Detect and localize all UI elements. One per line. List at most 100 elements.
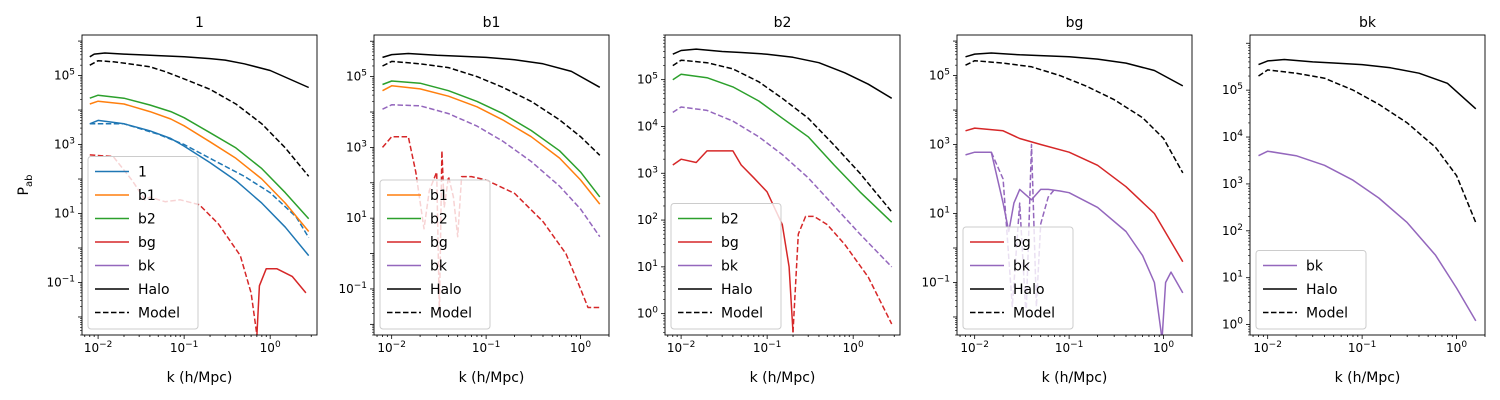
series-line-1 (89, 119, 310, 257)
series-line-bg (672, 150, 794, 333)
series-line-halo (1258, 58, 1477, 110)
y-tick-label: 102 (1222, 223, 1243, 238)
y-tick-label: 101 (346, 210, 367, 225)
panel-title: b1 (483, 15, 501, 31)
series-line-bg-model- (792, 215, 893, 333)
x-tick-label: 10−2 (1253, 340, 1282, 355)
legend-label: Halo (138, 282, 170, 298)
legend-label: bk (430, 259, 448, 275)
y-tick-label: 103 (346, 139, 367, 154)
x-tick-label: 100 (260, 340, 281, 355)
y-tick-label: 100 (1222, 317, 1243, 332)
x-tick-label: 10−2 (960, 340, 989, 355)
series-line-bk (382, 104, 601, 238)
legend: b2 bg bk Halo Model (670, 203, 782, 330)
y-tick-label: 103 (929, 137, 950, 152)
series-line-bk (672, 106, 893, 268)
legend-label: Model (1013, 306, 1055, 322)
panel-title: b2 (774, 15, 792, 31)
x-tick-label: 10−1 (753, 340, 782, 355)
y-tick-label: 105 (1222, 82, 1243, 97)
legend: bk Halo Model (1255, 250, 1367, 330)
y-tick-label: 10−1 (921, 274, 950, 289)
series-group (1258, 58, 1477, 322)
y-tick-label: 105 (54, 68, 75, 83)
y-tick-label: 102 (637, 212, 658, 227)
series-line-bk (965, 151, 1163, 335)
y-tick-label: 105 (637, 72, 658, 87)
series-line-halo (382, 52, 601, 88)
legend-label: bg (138, 235, 156, 251)
panel-3: 10−2 10−1 100 100 101 102 103 104 105 b2 k (h/Mpc)… (637, 15, 901, 386)
legend-label: Halo (430, 282, 462, 298)
series-line-halo (89, 52, 310, 89)
x-tick-label: 10−1 (1348, 340, 1377, 355)
x-tick-label: 10−2 (84, 340, 113, 355)
plot-frame (1249, 34, 1486, 336)
x-tick-label: 100 (1446, 340, 1467, 355)
legend-label: bg (1013, 235, 1031, 251)
x-tick-label: 10−1 (472, 340, 501, 355)
legend-label: b2 (138, 212, 156, 228)
panel-5: 10−2 10−1 100 100 101 102 103 104 105 bk k (h/Mpc)… (1222, 15, 1486, 386)
series-line-bg-tail- (256, 268, 307, 335)
legend-label: bg (430, 235, 448, 251)
panel-title: 1 (195, 15, 204, 31)
y-axis-label: Pab (16, 175, 35, 196)
series-line-model (89, 59, 310, 177)
series-line-model (672, 59, 893, 213)
series-line-bk-tail- (1161, 271, 1184, 335)
x-axis-label: k (h/Mpc) (750, 370, 816, 386)
legend-box (962, 226, 1074, 330)
y-tick-label: 101 (1222, 270, 1243, 285)
legend-label: b1 (430, 188, 448, 204)
x-tick-label: 100 (843, 340, 864, 355)
x-tick-label: 10−2 (667, 340, 696, 355)
series-line-model (1258, 69, 1477, 223)
legend: b1 b2 bg bk Halo Model (379, 179, 491, 330)
x-axis-label: k (h/Mpc) (459, 370, 525, 386)
legend-box (670, 203, 782, 330)
y-tick-label: 10−1 (338, 281, 367, 296)
legend-label: Model (138, 306, 180, 322)
legend-label: b2 (430, 212, 448, 228)
series-line-b2 (382, 80, 601, 198)
legend-label: Halo (1306, 282, 1338, 298)
x-tick-label: 10−2 (377, 340, 406, 355)
x-tick-label: 100 (570, 340, 591, 355)
legend-label: b2 (721, 212, 739, 228)
legend: 1 b1 b2 bg bk Halo Model (87, 156, 199, 330)
x-axis-label: k (h/Mpc) (1042, 370, 1108, 386)
x-tick-label: 10−1 (170, 340, 199, 355)
series-line-b1 (89, 100, 310, 232)
panel-4: 10−2 10−1 100 10−1 101 103 105 bg k (h/Mpc) bg bk H… (921, 15, 1193, 386)
plot-frame (81, 34, 318, 336)
series-line-halo (672, 48, 893, 99)
legend-label: Halo (1013, 282, 1045, 298)
panel-title: bg (1066, 15, 1084, 31)
plot-frame (373, 34, 610, 336)
legend-label: 1 (138, 165, 147, 181)
x-tick-label: 100 (1153, 340, 1174, 355)
series-line-b2 (672, 73, 893, 223)
series-group (381, 52, 601, 315)
x-tick-label: 10−1 (1055, 340, 1084, 355)
series-group (672, 48, 893, 333)
plot-frame (956, 34, 1193, 336)
x-axis-label: k (h/Mpc) (167, 370, 233, 386)
plot-frame (664, 34, 901, 336)
legend-box (379, 179, 491, 330)
legend-label: bk (138, 259, 156, 275)
legend: bg bk Halo Model (962, 226, 1074, 330)
series-line-model (965, 59, 1184, 174)
legend-label: Halo (721, 282, 753, 298)
legend-label: Model (721, 306, 763, 322)
y-tick-label: 10−1 (46, 274, 75, 289)
x-axis-label: k (h/Mpc) (1335, 370, 1401, 386)
series-line-halo (965, 52, 1184, 87)
series-line-model (382, 60, 601, 156)
legend-label: bg (721, 235, 739, 251)
series-line-bk (1258, 150, 1477, 322)
